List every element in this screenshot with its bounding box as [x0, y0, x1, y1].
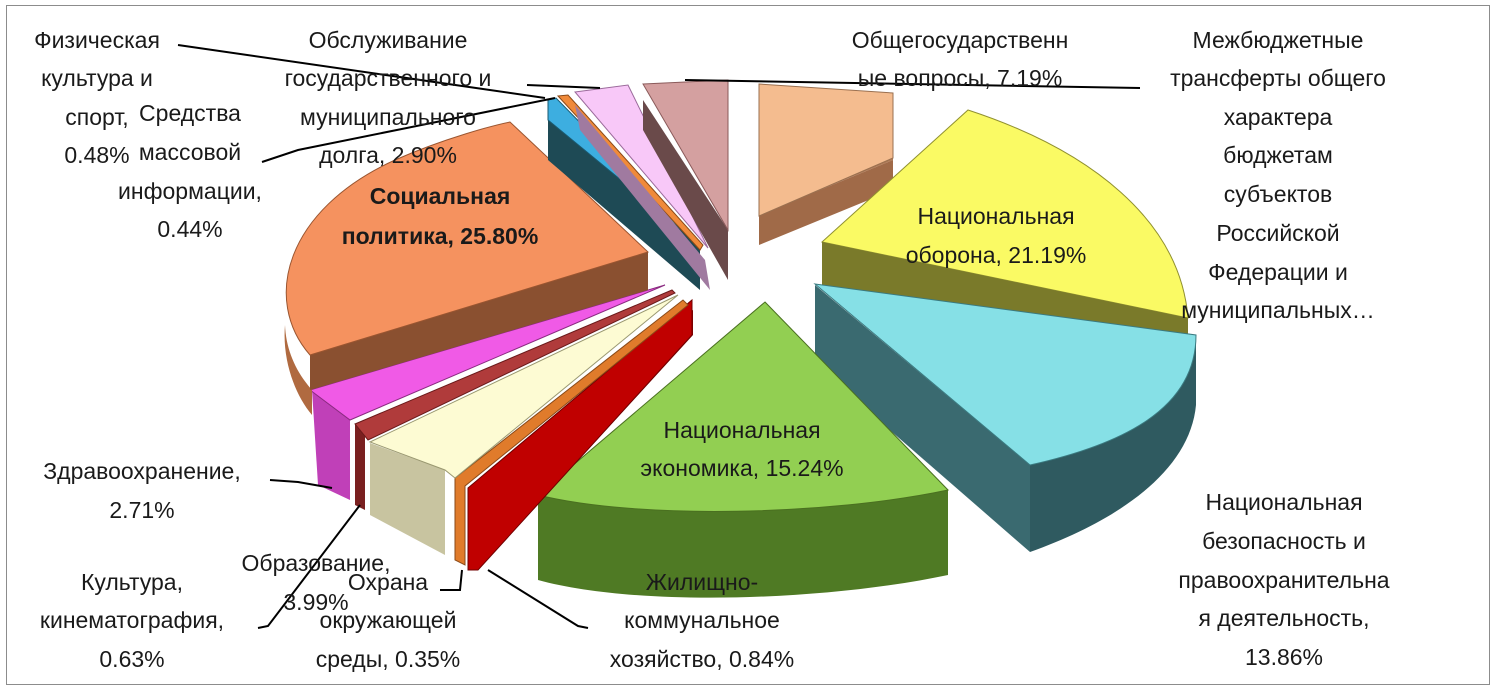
slice-ohrana [454, 299, 689, 566]
leader-lines [177, 44, 1141, 629]
leader-dolg [526, 84, 601, 89]
label-ohrana-2: окружающей [320, 607, 457, 633]
leader-zdrav [269, 479, 333, 489]
label-bezop-4: я деятельность, [1198, 605, 1369, 631]
label-dolg-1: Обслуживание [309, 27, 468, 53]
leader-zhkh [487, 569, 589, 629]
slice-rose [642, 79, 729, 280]
label-kult-3: 0.63% [99, 646, 164, 672]
label-bezop-3: правоохранительна [1178, 567, 1389, 593]
label-fiz-4: 0.48% [64, 142, 129, 168]
label-ohrana-3: среды, 0.35% [316, 646, 461, 672]
slice-obraz [368, 294, 679, 555]
slice-econ [536, 301, 949, 598]
label-dolg-3: муниципального [300, 104, 476, 130]
labels: Общегосударственн ые вопросы, 7.19% Межб… [34, 27, 1390, 672]
label-zhkh-1: Жилищно- [646, 569, 758, 595]
leader-kult [257, 504, 361, 629]
leader-ohrana [440, 569, 463, 591]
label-smi-2: массовой [139, 139, 241, 165]
label-fiz-1: Физическая [34, 27, 160, 53]
leader-smi [261, 97, 556, 163]
label-bezop-2: безопасность и [1202, 528, 1366, 554]
label-mezhbyud-4: бюджетам [1223, 142, 1333, 168]
label-obschegos-1: Общегосударственн [852, 27, 1069, 53]
label-zdrav-1: Здравоохранение, [43, 458, 241, 484]
label-mezhbyud-2: трансферты общего [1170, 65, 1386, 91]
label-zdrav-2: 2.71% [109, 497, 174, 523]
label-mezhbyud-5: субъектов [1224, 181, 1332, 207]
label-smi-3: информации, [118, 178, 262, 204]
label-mezhbyud-7: Федерации и [1208, 259, 1348, 285]
label-oborona-2: оборона, 21.19% [906, 242, 1087, 268]
label-obraz-1: Образование, [242, 550, 391, 576]
label-ohrana-1: Охрана [348, 569, 428, 595]
label-dolg-2: государственного и [285, 65, 492, 91]
label-fiz-2: культура и [41, 65, 153, 91]
label-bezop-5: 13.86% [1245, 644, 1323, 670]
label-zhkh-3: хозяйство, 0.84% [610, 646, 794, 672]
slice-zdrav [308, 284, 666, 500]
label-mezhbyud-3: характера [1224, 104, 1333, 130]
label-econ-2: экономика, 15.24% [640, 455, 843, 481]
label-smi-1: Средства [139, 100, 241, 126]
leader-mezhbyud [684, 79, 1141, 89]
leader-fiz [177, 44, 546, 99]
label-mezhbyud-1: Межбюджетные [1193, 27, 1364, 53]
label-mezhbyud-6: Российской [1216, 220, 1339, 246]
label-mezhbyud-8: муниципальных… [1181, 297, 1375, 323]
label-zhkh-2: коммунальное [624, 607, 780, 633]
label-obraz-2: 3.99% [283, 589, 348, 615]
slice-bezop [813, 283, 1197, 552]
label-kult-2: кинематография, [40, 607, 224, 633]
label-oborona-1: Национальная [917, 203, 1074, 229]
label-soc-2: политика, 25.80% [342, 223, 539, 249]
label-obschegos-2: ые вопросы, 7.19% [858, 65, 1063, 91]
label-kult-1: Культура, [81, 569, 183, 595]
slice-obschegos [758, 83, 894, 245]
label-smi-4: 0.44% [157, 216, 222, 242]
label-bezop-1: Национальная [1205, 489, 1362, 515]
slice-kult [354, 289, 676, 510]
label-fiz-3: спорт, [65, 104, 128, 130]
slice-soc [284, 121, 649, 415]
label-dolg-4: долга, 2.90% [319, 142, 457, 168]
label-econ-1: Национальная [663, 417, 820, 443]
label-soc-1: Социальная [370, 183, 511, 209]
